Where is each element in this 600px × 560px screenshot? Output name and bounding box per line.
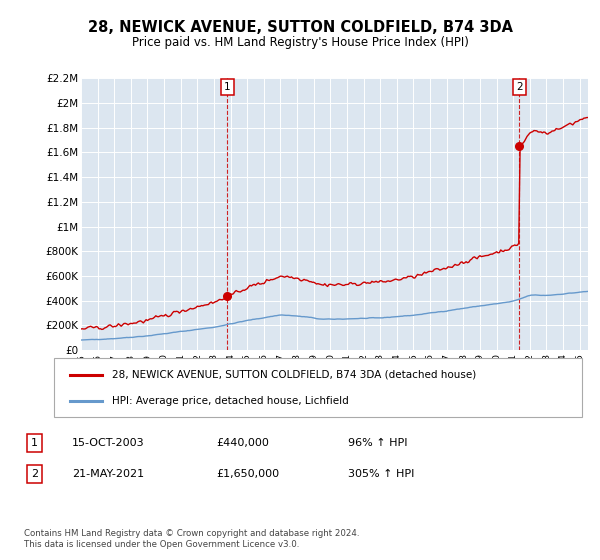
Text: 28, NEWICK AVENUE, SUTTON COLDFIELD, B74 3DA: 28, NEWICK AVENUE, SUTTON COLDFIELD, B74…: [88, 20, 512, 35]
Text: Contains HM Land Registry data © Crown copyright and database right 2024.
This d: Contains HM Land Registry data © Crown c…: [24, 529, 359, 549]
Text: 1: 1: [31, 438, 38, 448]
Text: 2: 2: [31, 469, 38, 479]
Text: £1,650,000: £1,650,000: [216, 469, 279, 479]
FancyBboxPatch shape: [54, 358, 582, 417]
Text: 96% ↑ HPI: 96% ↑ HPI: [348, 438, 407, 448]
Text: 2: 2: [516, 82, 523, 92]
Text: 1: 1: [224, 82, 230, 92]
Text: 21-MAY-2021: 21-MAY-2021: [72, 469, 144, 479]
Text: 28, NEWICK AVENUE, SUTTON COLDFIELD, B74 3DA (detached house): 28, NEWICK AVENUE, SUTTON COLDFIELD, B74…: [112, 370, 476, 380]
Text: Price paid vs. HM Land Registry's House Price Index (HPI): Price paid vs. HM Land Registry's House …: [131, 36, 469, 49]
Text: 305% ↑ HPI: 305% ↑ HPI: [348, 469, 415, 479]
Text: HPI: Average price, detached house, Lichfield: HPI: Average price, detached house, Lich…: [112, 396, 349, 406]
Text: 15-OCT-2003: 15-OCT-2003: [72, 438, 145, 448]
Text: £440,000: £440,000: [216, 438, 269, 448]
